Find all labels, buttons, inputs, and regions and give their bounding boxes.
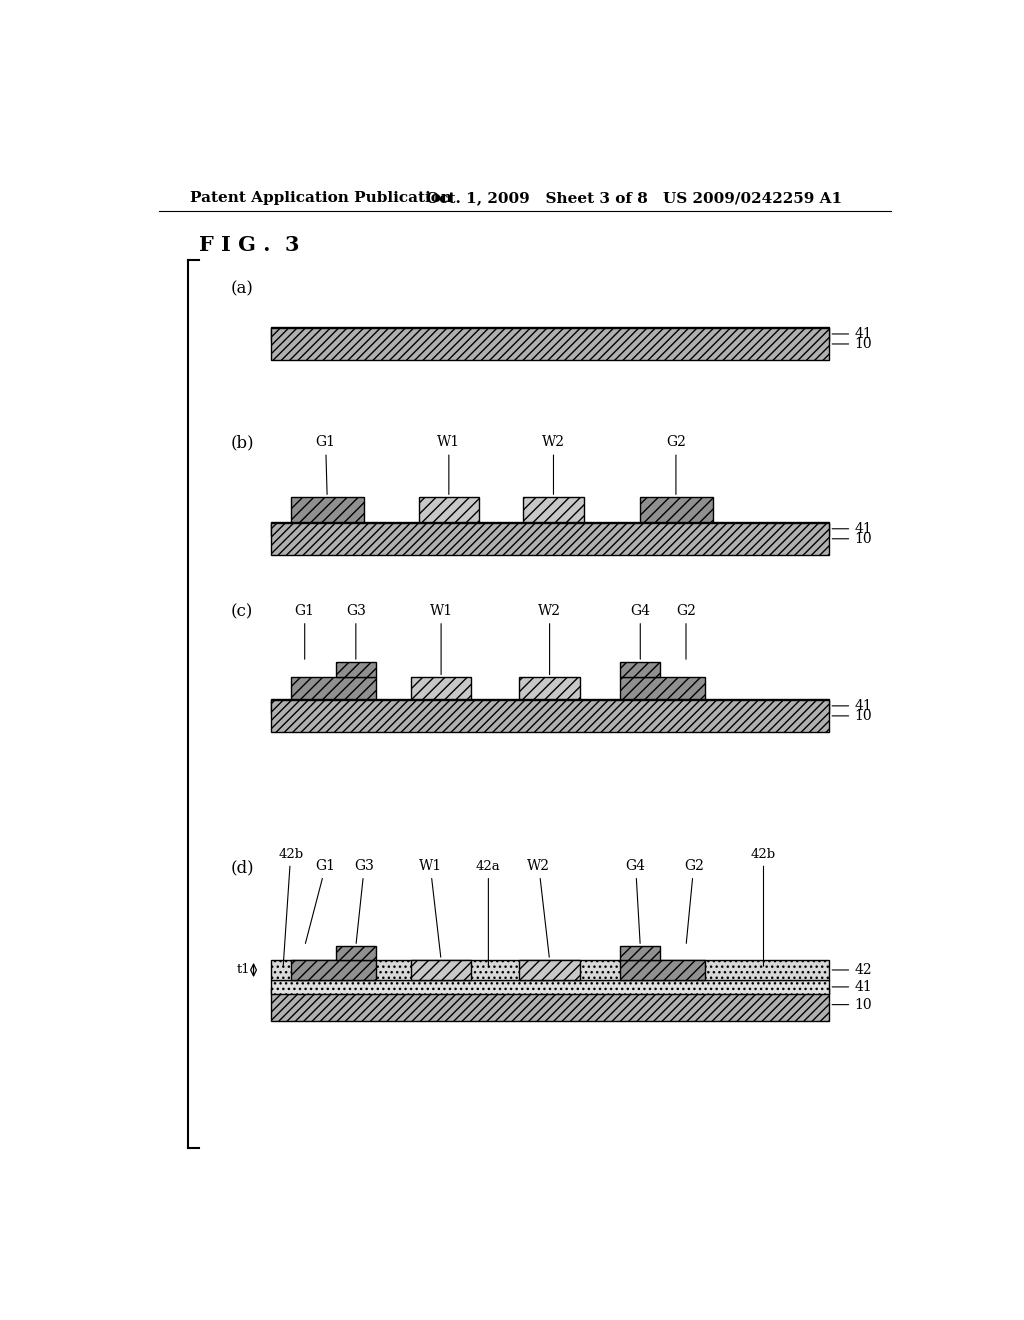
Text: (d): (d) bbox=[231, 859, 255, 876]
Bar bbox=[271, 327, 829, 341]
Bar bbox=[271, 979, 829, 994]
Bar bbox=[523, 498, 584, 521]
Bar bbox=[271, 989, 829, 1020]
Text: W1: W1 bbox=[437, 436, 461, 495]
Text: 42: 42 bbox=[833, 964, 871, 977]
Bar bbox=[271, 960, 829, 979]
Bar bbox=[291, 677, 376, 700]
Text: 10: 10 bbox=[833, 709, 871, 723]
Text: G4: G4 bbox=[631, 605, 650, 659]
Text: 41: 41 bbox=[833, 698, 871, 713]
Bar bbox=[291, 960, 376, 979]
Bar bbox=[271, 327, 829, 360]
Bar bbox=[621, 663, 660, 677]
Text: 10: 10 bbox=[833, 532, 871, 545]
Text: 41: 41 bbox=[833, 521, 871, 536]
Text: W2: W2 bbox=[538, 605, 561, 675]
Text: 42b: 42b bbox=[279, 847, 303, 966]
Text: G2: G2 bbox=[684, 859, 703, 944]
Text: US 2009/0242259 A1: US 2009/0242259 A1 bbox=[663, 191, 842, 206]
Bar bbox=[621, 946, 660, 960]
Bar bbox=[519, 677, 580, 700]
Bar bbox=[271, 523, 829, 554]
Bar bbox=[336, 946, 376, 960]
Bar bbox=[519, 960, 580, 979]
Text: G2: G2 bbox=[666, 436, 686, 495]
Bar bbox=[411, 677, 471, 700]
Bar bbox=[271, 700, 829, 733]
Text: Patent Application Publication: Patent Application Publication bbox=[190, 191, 452, 206]
Bar bbox=[640, 498, 713, 521]
Bar bbox=[271, 700, 829, 713]
Text: 42b: 42b bbox=[751, 847, 776, 966]
Text: G1: G1 bbox=[305, 859, 336, 944]
Text: W2: W2 bbox=[542, 436, 565, 495]
Text: G1: G1 bbox=[295, 605, 314, 659]
Text: W1: W1 bbox=[429, 605, 453, 675]
Bar bbox=[621, 960, 706, 979]
Bar bbox=[271, 521, 829, 536]
Text: 42a: 42a bbox=[476, 859, 501, 966]
Text: G2: G2 bbox=[676, 605, 696, 659]
Text: 10: 10 bbox=[833, 337, 871, 351]
Text: 41: 41 bbox=[833, 327, 871, 341]
Text: W1: W1 bbox=[419, 859, 441, 957]
Text: (a): (a) bbox=[231, 280, 254, 297]
Text: (b): (b) bbox=[231, 434, 255, 451]
Text: F I G .  3: F I G . 3 bbox=[200, 235, 300, 255]
Text: G1: G1 bbox=[315, 436, 336, 495]
Text: G3: G3 bbox=[354, 859, 375, 944]
Text: Oct. 1, 2009   Sheet 3 of 8: Oct. 1, 2009 Sheet 3 of 8 bbox=[426, 191, 648, 206]
Bar bbox=[336, 663, 376, 677]
Bar bbox=[621, 677, 706, 700]
Text: G4: G4 bbox=[626, 859, 645, 944]
Text: G3: G3 bbox=[346, 605, 366, 659]
Text: 10: 10 bbox=[833, 998, 871, 1011]
Text: 41: 41 bbox=[833, 979, 871, 994]
Bar bbox=[291, 498, 365, 521]
Text: W2: W2 bbox=[527, 859, 550, 957]
Text: (c): (c) bbox=[231, 603, 254, 620]
Bar bbox=[419, 498, 479, 521]
Text: t1: t1 bbox=[237, 964, 251, 977]
Bar bbox=[411, 960, 471, 979]
